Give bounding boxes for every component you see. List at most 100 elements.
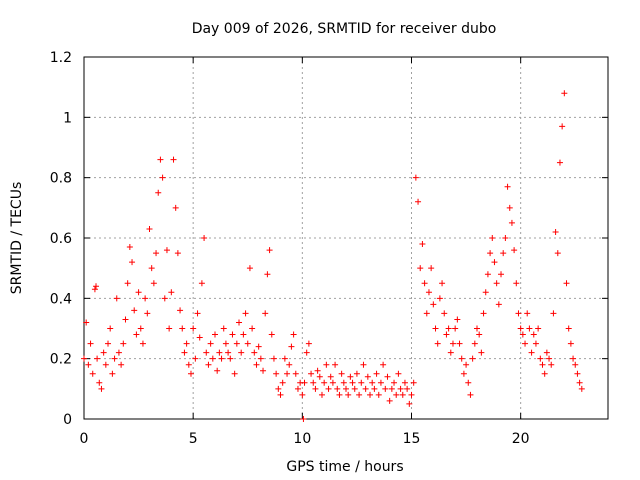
data-point	[417, 265, 424, 272]
data-point	[203, 349, 210, 356]
data-point	[236, 319, 243, 326]
data-point	[87, 340, 94, 347]
data-point	[170, 156, 177, 163]
data-point	[270, 355, 277, 362]
data-point	[574, 370, 581, 377]
data-point	[537, 355, 544, 362]
data-point	[471, 340, 478, 347]
data-point	[358, 379, 365, 386]
data-point	[401, 379, 408, 386]
data-point	[415, 198, 422, 205]
data-point	[238, 349, 245, 356]
data-point	[419, 241, 426, 248]
data-point	[168, 289, 175, 296]
data-point	[300, 416, 307, 422]
data-point	[122, 316, 129, 323]
data-point	[109, 370, 116, 377]
data-point	[135, 289, 142, 296]
data-point	[183, 340, 190, 347]
data-point	[425, 289, 432, 296]
data-point	[489, 235, 496, 241]
data-point	[286, 361, 293, 368]
data-point	[493, 280, 500, 287]
data-point	[399, 391, 406, 398]
data-point	[209, 355, 216, 362]
data-point	[441, 310, 448, 317]
data-point	[554, 250, 561, 257]
y-tick-label: 0.6	[50, 231, 72, 247]
data-point	[146, 225, 153, 232]
data-point	[465, 379, 472, 386]
data-point	[111, 355, 118, 362]
data-point	[410, 379, 417, 386]
data-point	[343, 385, 349, 392]
data-point	[98, 385, 105, 392]
data-point	[391, 379, 398, 386]
data-point	[231, 370, 238, 377]
data-point	[491, 259, 498, 266]
data-point	[166, 325, 173, 332]
data-point	[530, 331, 537, 338]
data-point	[556, 159, 563, 166]
data-point	[155, 189, 162, 196]
data-point	[275, 385, 282, 392]
data-point	[528, 349, 535, 356]
data-point	[273, 370, 280, 377]
y-tick-label: 0	[63, 412, 72, 428]
data-point	[484, 271, 491, 278]
data-point	[194, 310, 201, 317]
data-point	[336, 391, 343, 398]
data-point	[94, 355, 101, 362]
data-point	[467, 391, 474, 398]
data-point	[421, 280, 428, 287]
chart-title: Day 009 of 2026, SRMTID for receiver dub…	[192, 21, 497, 37]
data-point	[447, 349, 454, 356]
data-point	[227, 355, 234, 362]
data-point	[198, 280, 205, 287]
data-point	[207, 340, 214, 347]
data-point	[412, 174, 419, 181]
data-point	[375, 391, 382, 398]
data-point	[563, 280, 570, 287]
data-point	[131, 307, 138, 314]
data-point	[91, 286, 98, 293]
data-point	[565, 325, 572, 332]
data-point	[408, 391, 415, 398]
data-point	[474, 325, 480, 332]
data-point	[406, 400, 413, 407]
data-point	[222, 340, 229, 347]
data-point	[487, 250, 494, 257]
data-point	[454, 316, 461, 323]
data-point	[244, 340, 251, 347]
data-point	[251, 349, 258, 356]
data-point	[181, 349, 188, 356]
grid-lines	[84, 57, 608, 419]
data-point	[249, 325, 256, 332]
data-point	[561, 90, 568, 97]
data-point	[120, 340, 127, 347]
data-point	[240, 331, 247, 338]
data-point	[214, 367, 221, 374]
data-point	[552, 228, 559, 235]
data-point	[524, 310, 531, 317]
data-point	[281, 355, 288, 362]
data-point	[144, 310, 151, 317]
y-tick-label: 1.2	[50, 50, 72, 66]
y-axis-tick-labels: 0 0.2 0.4 0.6 0.8 1 1.2	[50, 50, 72, 428]
data-point	[113, 295, 120, 302]
data-point	[233, 340, 240, 347]
data-point	[279, 379, 286, 386]
data-point	[338, 370, 345, 377]
data-point	[559, 123, 566, 130]
data-point	[548, 361, 555, 368]
data-point	[174, 250, 181, 257]
data-point	[393, 391, 400, 398]
data-point	[264, 271, 271, 278]
data-point	[196, 334, 203, 341]
data-point	[356, 391, 363, 398]
data-point	[277, 391, 284, 398]
data-point	[190, 325, 197, 332]
data-point	[107, 325, 114, 332]
data-point	[129, 259, 136, 266]
data-point	[325, 385, 332, 392]
